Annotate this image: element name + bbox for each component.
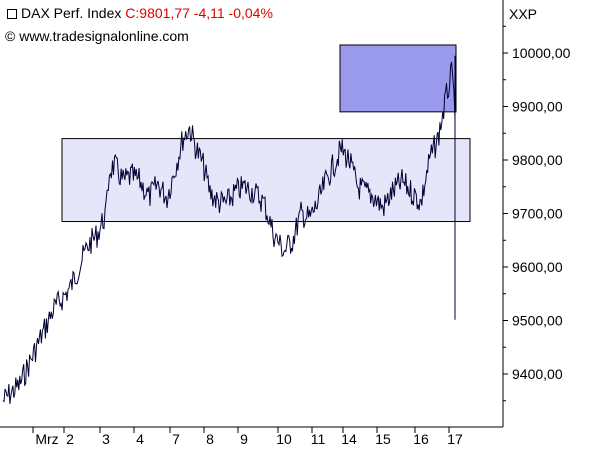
price-line-layer xyxy=(2,55,456,405)
x-tick-label: 16 xyxy=(413,431,429,447)
x-tick-label: 7 xyxy=(172,431,180,447)
y-tick-label: 9800,00 xyxy=(512,152,563,168)
price-series-line xyxy=(2,55,456,405)
y-axis-ticks: 10000,00 9900,00 9800,00 9700,00 9600,00 9500… xyxy=(503,25,571,402)
chart-title-row: DAX Perf. Index C:9801,77 -4,11 -0,04% xyxy=(21,5,273,21)
x-tick-label: 14 xyxy=(341,431,357,447)
instrument-title: DAX Perf. Index xyxy=(21,5,122,21)
y-tick-label: 9900,00 xyxy=(512,99,563,115)
x-tick-label: 4 xyxy=(136,431,144,447)
y-tick-label: 9500,00 xyxy=(512,313,563,329)
website-credit: © www.tradesignalonline.com xyxy=(5,28,189,44)
y-tick-label: 9600,00 xyxy=(512,259,563,275)
x-tick-label: 2 xyxy=(66,431,74,447)
x-tick-label: 15 xyxy=(375,431,391,447)
y-tick-label: 10000,00 xyxy=(512,45,571,61)
price-change-text: C:9801,77 -4,11 -0,04% xyxy=(125,5,273,21)
x-tick-label: 3 xyxy=(102,431,110,447)
x-tick-label: 8 xyxy=(206,431,214,447)
chart-marker-square xyxy=(7,9,17,19)
y-tick-label: 9700,00 xyxy=(512,206,563,222)
x-axis-ticks: Mrz 2 3 4 7 8 9 10 11 14 15 16 17 xyxy=(32,427,463,447)
x-tick-label: 17 xyxy=(447,431,463,447)
x-tick-label: 11 xyxy=(311,431,326,447)
upper-range-box xyxy=(339,44,457,113)
x-tick-label: Mrz xyxy=(35,431,58,447)
x-tick-label: 9 xyxy=(240,431,248,447)
y-tick-label: 9400,00 xyxy=(512,366,563,382)
x-tick-label: 10 xyxy=(276,431,292,447)
